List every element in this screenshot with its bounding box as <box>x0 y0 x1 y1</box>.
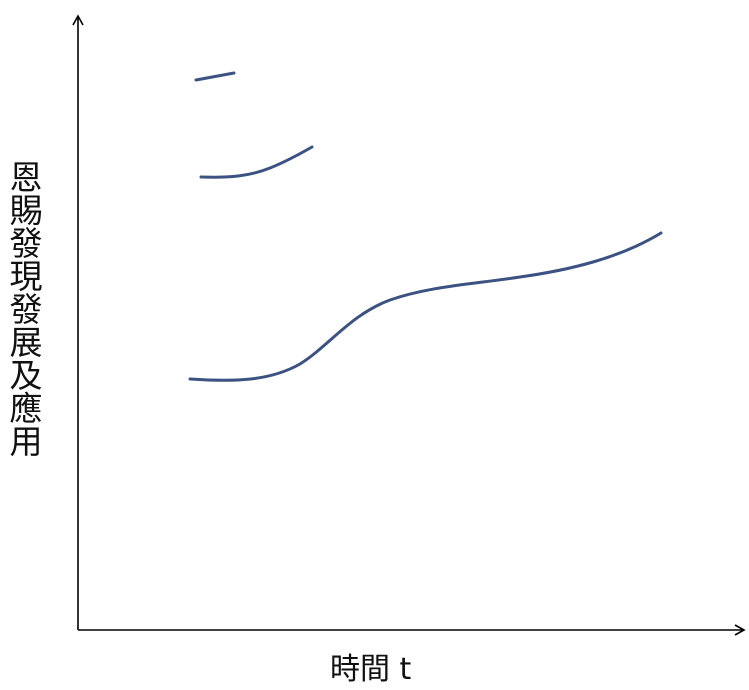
y-axis-label: 恩賜發現發展及應用 <box>4 160 43 457</box>
curve-bottom <box>188 231 663 382</box>
x-axis-label: 時間 t <box>330 652 412 687</box>
curve-middle <box>199 145 314 179</box>
curve-top <box>194 71 236 82</box>
